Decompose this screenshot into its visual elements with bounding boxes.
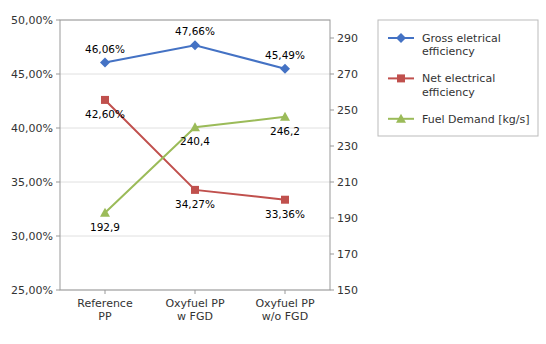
data-label: 45,49% [265,49,305,61]
series-line [105,100,285,200]
y-tick-label: 25,00% [11,284,53,297]
data-labels: 46,06% 47,66% 45,49% 42,60% 34,27% 33,36% 192,… [85,25,305,233]
y2-tick-label: 170 [337,248,358,261]
data-label: 246,2 [270,125,300,137]
point [100,58,110,68]
y-tick [56,128,60,129]
point [191,186,199,194]
y2-tick-label: 250 [337,104,358,117]
y-tick [56,20,60,21]
plot-frame [60,20,330,290]
y-tick [56,182,60,183]
grid [60,20,330,290]
point [280,112,290,121]
y-tick-label: 45,00% [11,68,53,81]
point [101,96,109,104]
series-line [105,117,285,213]
data-label: 192,9 [90,221,120,233]
x-tick [285,290,286,294]
y2-tick [330,110,334,111]
grid-line [60,74,330,75]
y-tick-label: 30,00% [11,230,53,243]
y-tick-label: 50,00% [11,14,53,27]
legend-label: Gross eletricalefficiency [422,32,501,58]
legend-marker [396,33,406,43]
x-axis: ReferencePP Oxyfuel PPw FGD Oxyfuel PPw/o … [77,290,315,323]
y2-tick-label: 210 [337,176,358,189]
data-label: 47,66% [175,25,215,37]
legend-marker [396,114,406,123]
x-tick-label: ReferencePP [77,297,133,323]
y2-tick [330,74,334,75]
y2-tick [330,146,334,147]
legend-marker [397,74,405,82]
x-tick-label: Oxyfuel PPw FGD [165,297,224,323]
data-label: 34,27% [175,198,215,210]
x-tick [105,290,106,294]
chart: 25,00%30,00%35,00%40,00%45,00%50,00%1501… [0,0,546,344]
y-tick-label: 40,00% [11,122,53,135]
data-label: 42,60% [85,108,125,120]
data-label: 33,36% [265,208,305,220]
grid-line [60,182,330,183]
legend: Gross eletricalefficiency Net electricale… [378,20,538,136]
y2-tick [330,182,334,183]
y2-tick-label: 290 [337,32,358,45]
y2-tick [330,38,334,39]
y-tick [56,74,60,75]
data-label: 240,4 [180,135,210,147]
y2-tick-label: 150 [337,284,358,297]
point [100,208,110,217]
y2-tick [330,218,334,219]
point [190,122,200,131]
y2-tick [330,254,334,255]
y2-axis: 150 170 190 210 230 250 270 290 [330,32,358,297]
grid-line [60,236,330,237]
legend-label: Fuel Demand [kg/s] [422,113,530,126]
data-label: 46,06% [85,43,125,55]
y2-tick-label: 190 [337,212,358,225]
point [280,64,290,74]
point [190,40,200,50]
y2-tick-label: 230 [337,140,358,153]
y2-tick [330,290,334,291]
plot-area [100,40,290,217]
y-tick [56,290,60,291]
y-axis: 25,00% 30,00% 35,00% 40,00% 45,00% 50,00% [11,14,60,297]
x-tick-label: Oxyfuel PPw/o FGD [255,297,314,323]
y-tick [56,236,60,237]
legend-box [378,20,538,136]
y-tick-label: 35,00% [11,176,53,189]
x-tick [195,290,196,294]
legend-label: Net electricalefficiency [422,72,495,98]
point [281,196,289,204]
y2-tick-label: 270 [337,68,358,81]
